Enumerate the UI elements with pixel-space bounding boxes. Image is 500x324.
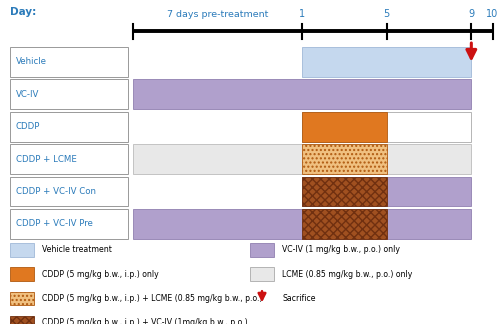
Text: Vehicle: Vehicle bbox=[16, 57, 47, 66]
Bar bbox=[10, 79, 128, 109]
Bar bbox=[302, 177, 472, 206]
Text: 10: 10 bbox=[486, 9, 498, 19]
Text: CDDP + VC-IV Pre: CDDP + VC-IV Pre bbox=[16, 219, 93, 228]
Bar bbox=[10, 209, 128, 239]
Bar bbox=[302, 112, 386, 142]
Bar bbox=[302, 144, 386, 174]
Bar bbox=[10, 47, 128, 77]
Bar bbox=[302, 112, 472, 142]
Text: Day:: Day: bbox=[10, 7, 36, 17]
Text: 9: 9 bbox=[468, 9, 474, 19]
Text: Sacrifice: Sacrifice bbox=[282, 294, 316, 303]
Text: 7 days pre-treatment: 7 days pre-treatment bbox=[166, 10, 268, 19]
Text: CDDP + VC-IV Con: CDDP + VC-IV Con bbox=[16, 187, 96, 196]
Bar bbox=[302, 177, 386, 206]
Bar bbox=[10, 144, 128, 174]
Text: CDDP (5 mg/kg b.w., i.p.) + VC-IV (1mg/kg b.w., p.o.): CDDP (5 mg/kg b.w., i.p.) + VC-IV (1mg/k… bbox=[42, 318, 248, 324]
Text: CDDP + LCME: CDDP + LCME bbox=[16, 155, 77, 164]
Bar bbox=[10, 316, 34, 324]
Bar bbox=[250, 243, 274, 257]
Bar bbox=[302, 209, 386, 239]
Bar bbox=[10, 112, 128, 142]
Text: CDDP (5 mg/kg b.w., i.p.) + LCME (0.85 mg/kg b.w., p.o.): CDDP (5 mg/kg b.w., i.p.) + LCME (0.85 m… bbox=[42, 294, 263, 303]
Text: VC-IV (1 mg/kg b.w., p.o.) only: VC-IV (1 mg/kg b.w., p.o.) only bbox=[282, 245, 401, 254]
Bar bbox=[10, 267, 34, 281]
Bar bbox=[302, 47, 472, 77]
Bar bbox=[132, 79, 471, 109]
Text: VC-IV: VC-IV bbox=[16, 90, 40, 99]
Bar bbox=[10, 292, 34, 305]
Text: CDDP: CDDP bbox=[16, 122, 40, 131]
Bar bbox=[250, 267, 274, 281]
Text: Vehicle treatment: Vehicle treatment bbox=[42, 245, 112, 254]
Text: CDDP (5 mg/kg b.w., i.p.) only: CDDP (5 mg/kg b.w., i.p.) only bbox=[42, 270, 159, 279]
Text: 1: 1 bbox=[299, 9, 305, 19]
Bar bbox=[132, 144, 471, 174]
Text: LCME (0.85 mg/kg b.w., p.o.) only: LCME (0.85 mg/kg b.w., p.o.) only bbox=[282, 270, 413, 279]
Bar bbox=[10, 243, 34, 257]
Bar bbox=[132, 209, 471, 239]
Bar bbox=[10, 177, 128, 206]
Text: 5: 5 bbox=[384, 9, 390, 19]
